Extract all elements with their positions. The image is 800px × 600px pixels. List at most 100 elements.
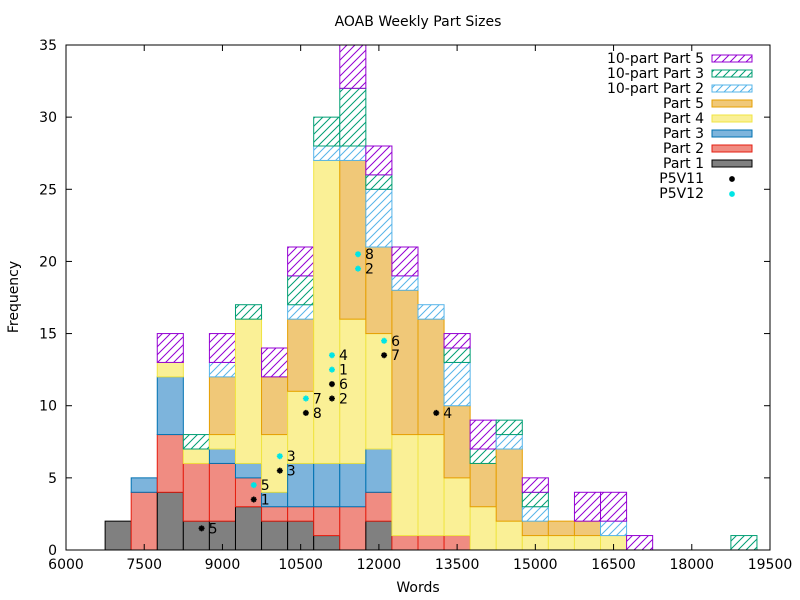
bar-10-part-part-2-11000 — [313, 145, 341, 161]
x-tick-label-16500: 16500 — [591, 557, 636, 573]
bar-part-2-9500 — [234, 477, 263, 508]
legend-label-10-part-part-3: 10-part Part 3 — [607, 66, 704, 82]
bar-part-5-14500 — [495, 448, 523, 522]
legend-entry-part-1: Part 1 — [663, 156, 753, 172]
bar-part-4-11000 — [313, 159, 341, 464]
chart-title: AOAB Weekly Part Sizes — [335, 14, 502, 30]
point-p5v11-3 — [302, 409, 309, 416]
point-label-p5v11-6: 7 — [391, 348, 400, 364]
bar-10-part-part-2-14500 — [495, 434, 523, 450]
bar-part-1-11000 — [313, 535, 341, 551]
bar-part-2-10500 — [287, 506, 315, 522]
bar-10-part-part-5-12000 — [365, 145, 393, 176]
legend-marker-p5v12 — [729, 191, 735, 197]
bar-part-4-14500 — [495, 520, 523, 551]
point-p5v12-2 — [302, 395, 309, 402]
legend-swatch-part-5 — [711, 99, 753, 108]
legend-label-part-5: Part 5 — [663, 96, 704, 112]
legend-label-p5v11: P5V11 — [659, 171, 704, 187]
bar-part-2-7500 — [130, 491, 158, 551]
y-tick-label-25: 25 — [39, 182, 57, 198]
x-tick-label-6000: 6000 — [48, 557, 84, 573]
bar-part-5-13500 — [443, 405, 471, 479]
bar-10-part-part-5-9000 — [208, 333, 236, 363]
bar-10-part-part-3-12000 — [365, 174, 393, 190]
legend-entry-part-4: Part 4 — [663, 111, 753, 127]
x-tick-label-13500: 13500 — [435, 557, 480, 573]
bar-10-part-part-2-13000 — [417, 304, 445, 320]
legend-label-part-2: Part 2 — [663, 141, 704, 157]
point-p5v11-2 — [276, 467, 283, 474]
bar-part-1-7000 — [104, 520, 132, 551]
bar-10-part-part-5-10000 — [261, 347, 289, 378]
legend-swatch-10-part-part-2 — [711, 84, 753, 93]
legend-entry-10-part-part-5: 10-part Part 5 — [607, 51, 753, 67]
bar-part-3-10500 — [287, 462, 315, 508]
bar-part-3-7500 — [130, 477, 158, 493]
x-axis-label: Words — [396, 580, 439, 596]
bar-10-part-part-5-10500 — [287, 246, 315, 277]
bar-10-part-part-2-16500 — [600, 520, 628, 537]
bar-10-part-part-5-13500 — [443, 333, 471, 349]
legend-marker-p5v11 — [729, 176, 735, 182]
x-tick-label-15000: 15000 — [513, 557, 558, 573]
y-tick-label-10: 10 — [39, 399, 57, 415]
bar-part-5-13000 — [417, 318, 445, 436]
bar-part-2-11500 — [339, 506, 367, 551]
point-p5v12-0 — [250, 482, 257, 489]
bar-10-part-part-3-15000 — [521, 491, 549, 508]
bar-part-4-16000 — [573, 535, 602, 551]
y-tick-label-20: 20 — [39, 254, 57, 270]
legend: 10-part Part 510-part Part 310-part Part… — [607, 51, 753, 202]
point-label-p5v12-1: 3 — [287, 449, 296, 465]
point-label-p5v11-2: 3 — [287, 464, 296, 480]
bar-part-5-9000 — [208, 376, 236, 436]
bar-part-5-15000 — [521, 520, 549, 537]
bar-10-part-part-5-16000 — [573, 491, 602, 522]
legend-entry-part-3: Part 3 — [663, 126, 753, 142]
bars-layer — [104, 44, 758, 551]
bar-10-part-part-2-10500 — [287, 304, 315, 320]
legend-label-part-3: Part 3 — [663, 126, 704, 142]
bar-part-4-13000 — [417, 434, 445, 537]
legend-entry-part-2: Part 2 — [663, 141, 753, 157]
bar-part-2-10000 — [261, 506, 289, 522]
point-label-p5v12-0: 5 — [261, 478, 270, 494]
bar-part-4-12000 — [365, 333, 393, 450]
bar-part-2-12500 — [391, 535, 419, 551]
x-tick-label-9000: 9000 — [205, 557, 241, 573]
point-label-p5v12-7: 6 — [391, 334, 400, 350]
bar-10-part-part-2-9000 — [208, 361, 236, 378]
bar-part-3-8000 — [156, 376, 184, 436]
legend-swatch-part-4 — [711, 114, 753, 123]
bar-10-part-part-3-14500 — [495, 419, 523, 436]
legend-swatch-10-part-part-5 — [711, 54, 753, 63]
bar-part-1-8000 — [156, 491, 184, 551]
legend-entry-10-part-part-2: 10-part Part 2 — [607, 81, 753, 97]
bar-part-1-10000 — [261, 520, 289, 551]
bar-part-5-10500 — [287, 318, 315, 392]
bar-10-part-part-2-11500 — [339, 145, 367, 161]
bar-part-2-9000 — [208, 462, 236, 522]
legend-entry-10-part-part-3: 10-part Part 3 — [607, 66, 753, 82]
bar-10-part-part-3-19000 — [730, 535, 758, 551]
legend-label-part-4: Part 4 — [663, 111, 704, 127]
bar-part-1-9500 — [234, 506, 263, 551]
bar-part-4-8000 — [156, 361, 184, 378]
bar-10-part-part-3-14000 — [469, 448, 497, 464]
y-tick-label-5: 5 — [48, 471, 57, 487]
legend-label-10-part-part-2: 10-part Part 2 — [607, 81, 704, 97]
point-p5v11-5 — [328, 381, 335, 388]
bar-part-3-11000 — [313, 462, 341, 508]
point-p5v11-1 — [250, 496, 257, 503]
point-label-p5v12-2: 7 — [313, 392, 322, 408]
point-label-p5v11-1: 1 — [261, 493, 270, 509]
bar-10-part-part-5-8000 — [156, 333, 184, 363]
legend-entry-part-5: Part 5 — [663, 96, 753, 112]
bar-10-part-part-5-12500 — [391, 246, 419, 277]
bar-10-part-part-3-13500 — [443, 347, 471, 363]
bar-part-5-16000 — [573, 520, 602, 537]
point-label-p5v12-6: 8 — [365, 247, 374, 263]
bar-part-5-11500 — [339, 159, 367, 320]
